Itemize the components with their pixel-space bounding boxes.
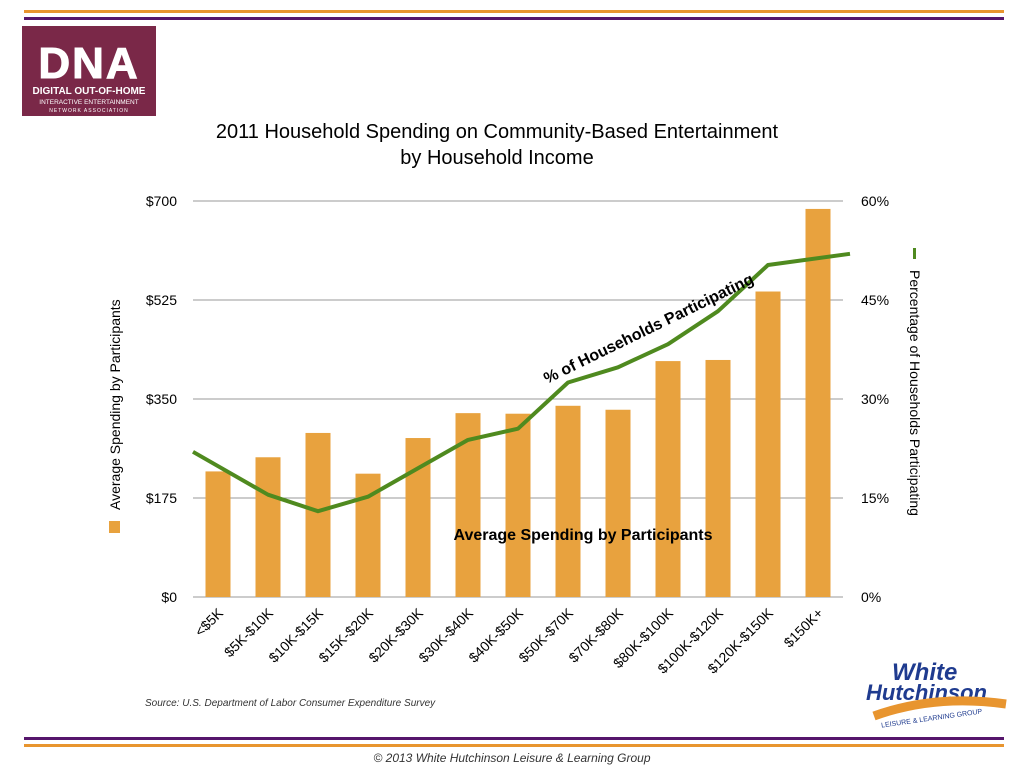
dna-logo-line3: NETWORK ASSOCIATION bbox=[49, 108, 128, 114]
y-axis-label: Average Spending by Participants bbox=[107, 299, 123, 510]
x-axis-ticks: <$5K$5K-$10K$10K-$15K$15K-$20K$20K-$30K$… bbox=[191, 604, 826, 676]
white-hutchinson-logo: White Hutchinson LEISURE & LEARNING GROU… bbox=[860, 658, 1010, 730]
y2-tick-label: 30% bbox=[861, 391, 889, 407]
brand-swoosh bbox=[872, 696, 1007, 721]
bar bbox=[805, 208, 831, 598]
gridlines bbox=[193, 200, 843, 598]
dna-logo: DNA DIGITAL OUT-OF-HOME INTERACTIVE ENTE… bbox=[22, 26, 156, 116]
line-series bbox=[192, 251, 851, 514]
bar bbox=[555, 405, 581, 597]
annotation-spending: Average Spending by Participants bbox=[453, 527, 712, 544]
bar bbox=[655, 361, 681, 597]
bar bbox=[705, 359, 731, 597]
y2-tick-label: 60% bbox=[861, 193, 889, 209]
bar bbox=[505, 413, 531, 597]
y2-tick-label: 15% bbox=[861, 490, 889, 506]
y2-tick-label: 0% bbox=[861, 589, 881, 605]
dna-logo-mark: DNA bbox=[38, 39, 139, 88]
y2-tick-label: 45% bbox=[861, 292, 889, 308]
source-note: Source: U.S. Department of Labor Consume… bbox=[145, 698, 436, 709]
bars bbox=[205, 208, 831, 598]
y2-axis-label: Percentage of Households Participating bbox=[907, 270, 923, 516]
chart-title-line2: by Household Income bbox=[400, 147, 593, 169]
bar bbox=[755, 291, 781, 597]
y-tick-label: $700 bbox=[146, 193, 177, 209]
bottom-rule-orange bbox=[24, 744, 1004, 747]
bar bbox=[205, 471, 231, 597]
x-tick-label: <$5K bbox=[191, 604, 226, 639]
bar bbox=[255, 457, 281, 597]
y-tick-label: $350 bbox=[146, 391, 177, 407]
bar bbox=[305, 432, 331, 597]
dna-logo-line1: DIGITAL OUT-OF-HOME bbox=[33, 86, 146, 97]
dna-logo-line2: INTERACTIVE ENTERTAINMENT bbox=[39, 99, 138, 106]
top-rule-orange bbox=[24, 10, 1004, 13]
y-tick-label: $175 bbox=[146, 490, 177, 506]
footer-copyright: © 2013 White Hutchinson Leisure & Learni… bbox=[373, 751, 651, 765]
legend-swatch-bars bbox=[109, 521, 120, 533]
brand-line1: White bbox=[892, 659, 957, 686]
chart-title-line1: 2011 Household Spending on Community-Bas… bbox=[216, 121, 779, 143]
bar bbox=[605, 409, 631, 597]
y-axis-ticks: $0 $175 $350 $525 $700 bbox=[146, 193, 177, 605]
series-line bbox=[192, 251, 851, 514]
top-rule-purple bbox=[24, 17, 1004, 20]
legend-swatch-line bbox=[913, 248, 916, 259]
y-tick-label: $525 bbox=[146, 292, 177, 308]
y-tick-label: $0 bbox=[161, 589, 177, 605]
bottom-rule-purple bbox=[24, 737, 1004, 740]
x-tick-label: $150K+ bbox=[780, 605, 826, 651]
y2-axis-ticks: 0% 15% 30% 45% 60% bbox=[861, 193, 889, 605]
